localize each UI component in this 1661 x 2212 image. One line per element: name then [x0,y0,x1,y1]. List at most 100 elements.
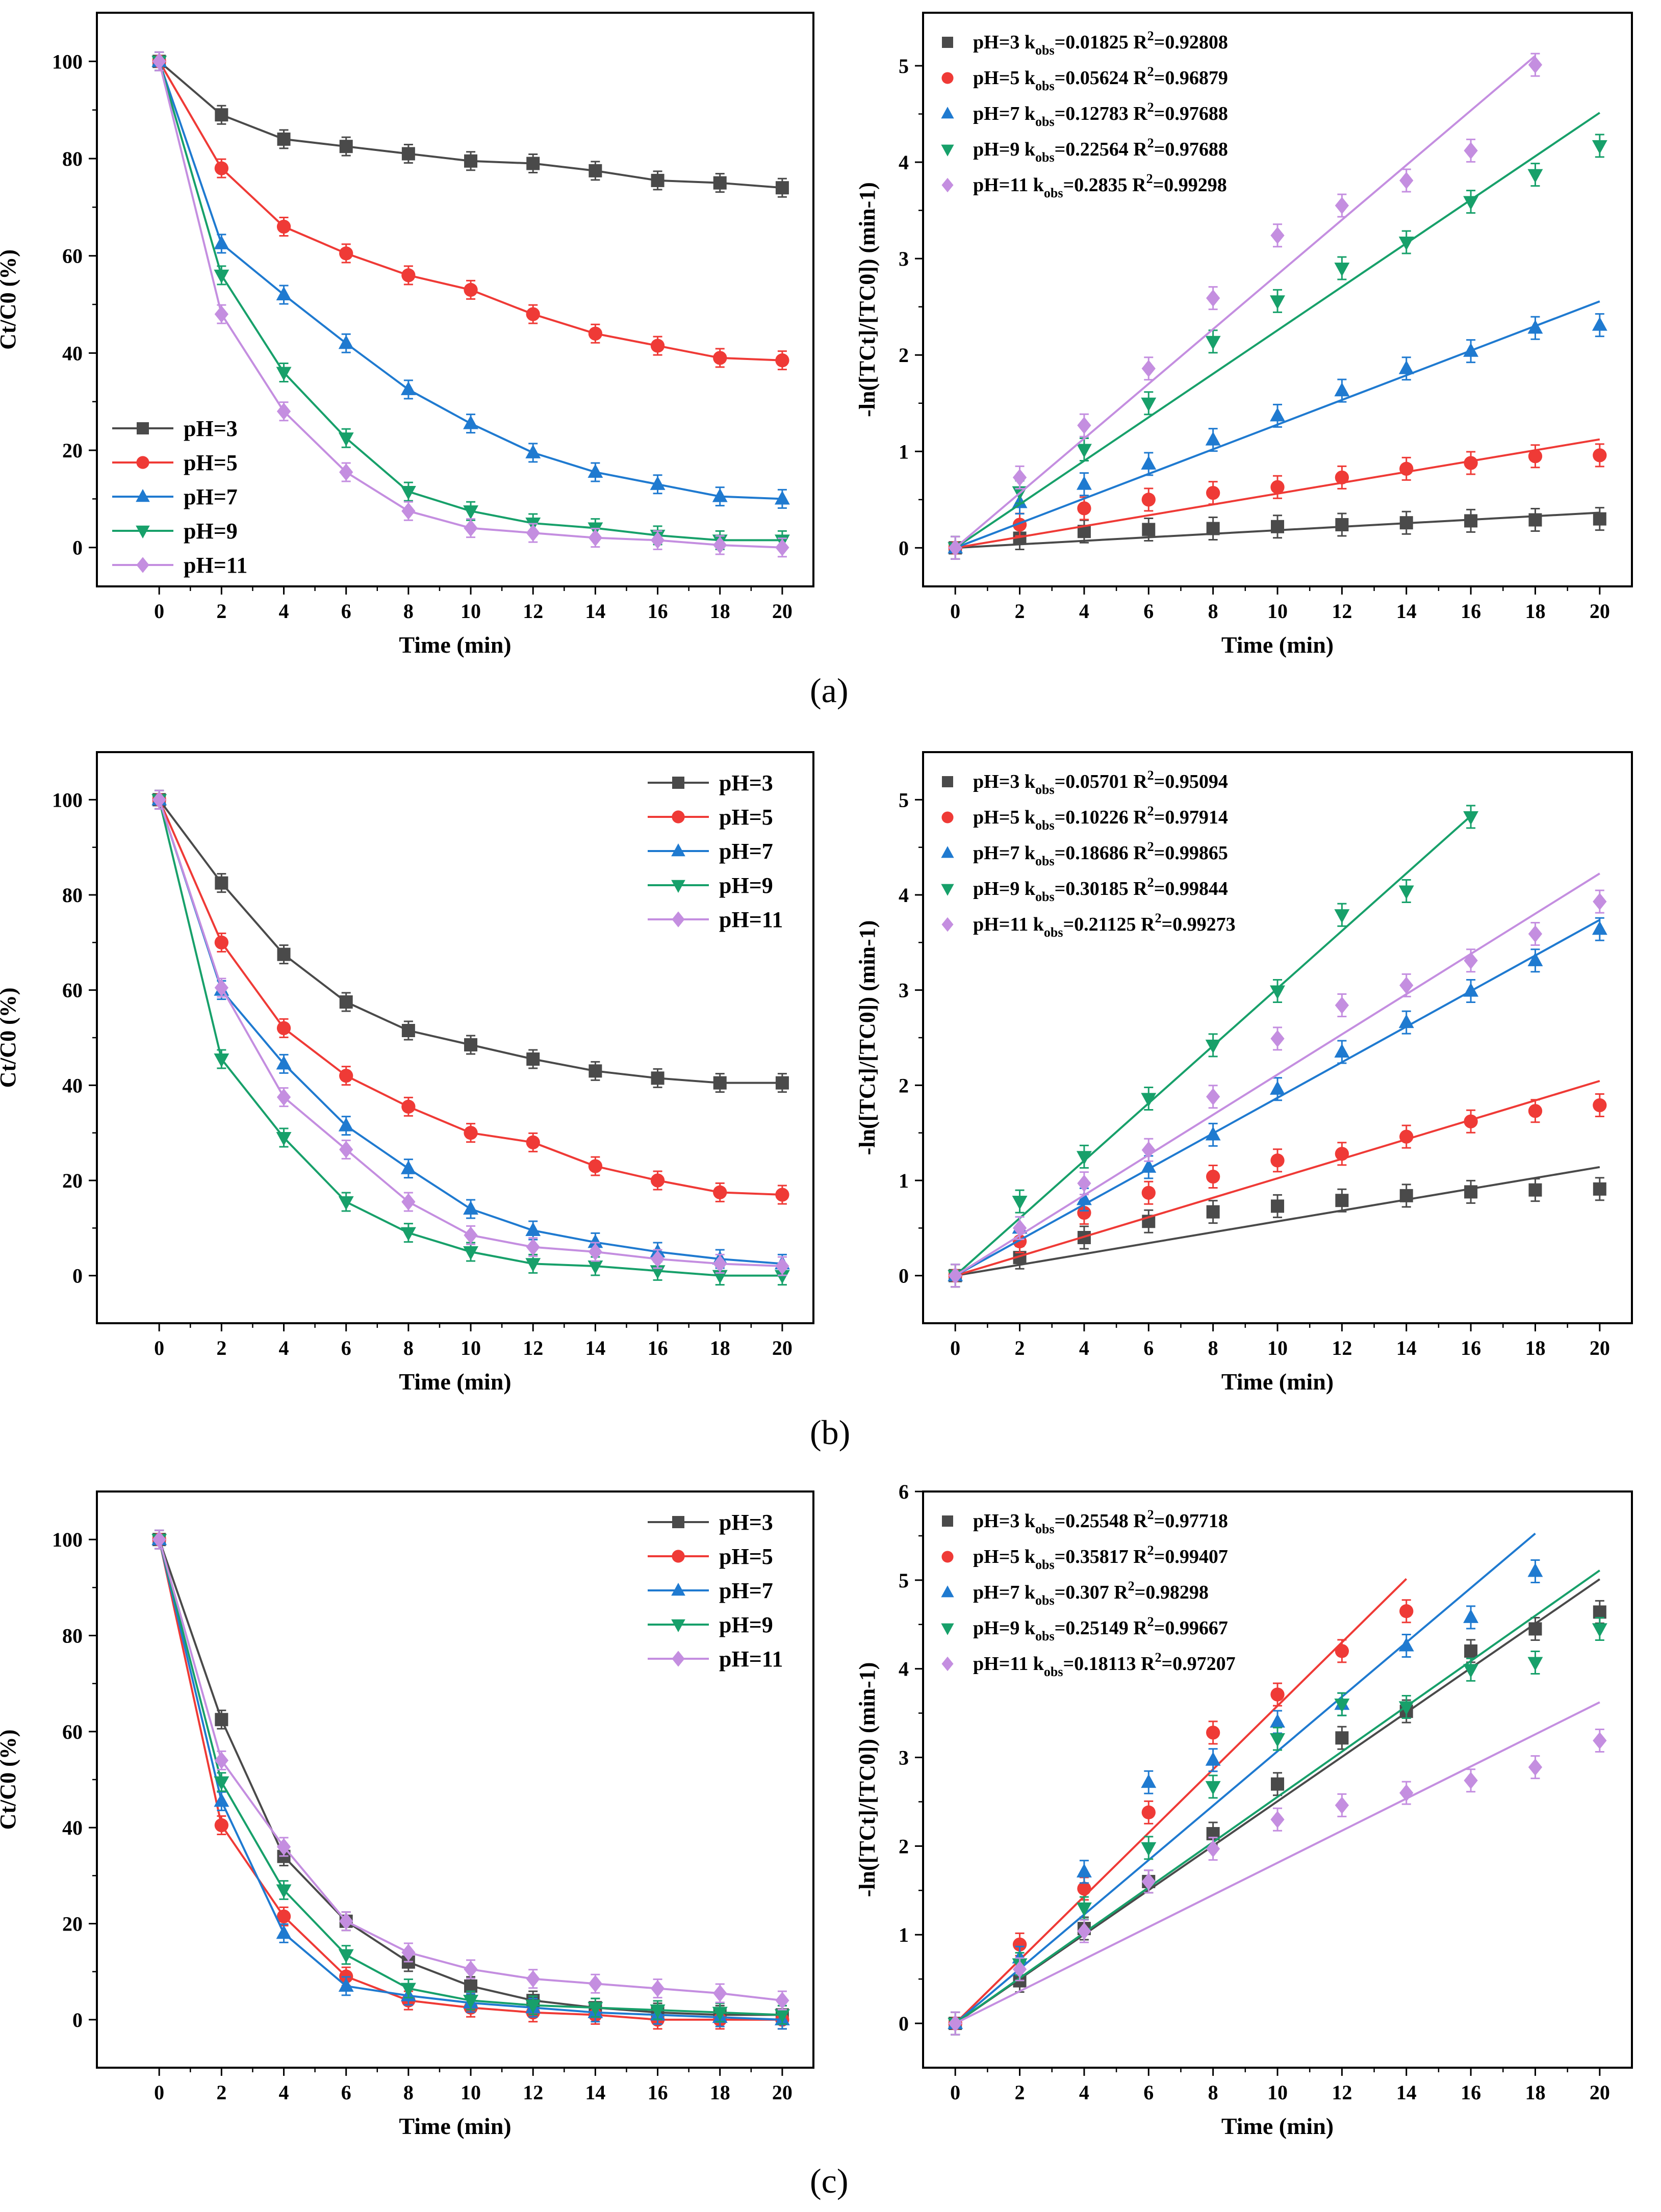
data-point [1463,983,1479,997]
data-point [1205,1781,1221,1795]
data-point [1463,343,1479,357]
data-point [1464,142,1478,160]
x-tick-label: 10 [1267,2081,1288,2104]
data-point [1270,1811,1285,1829]
data-point [152,1531,166,1549]
data-point [214,235,229,249]
data-point [775,1992,789,2010]
y-tick-label: 60 [62,979,83,1002]
data-point [775,181,789,195]
data-point [1335,470,1349,484]
data-point [1012,469,1027,486]
data-point [276,367,292,381]
x-tick-label: 4 [279,1336,289,1359]
panel-label-a: (a) [810,671,849,710]
data-point [338,1949,354,1963]
series-pH5 [152,51,789,371]
data-point [1077,1205,1091,1220]
y-tick-label: 60 [62,1720,83,1743]
legend-label: pH=11 [719,907,783,932]
legend-label: pH=3 [719,770,773,795]
legend-label: pH=5 [719,1544,773,1569]
legend-superscript: 2 [1155,1650,1161,1665]
x-tick-label: 4 [279,600,289,623]
data-point [650,1173,665,1188]
legend-label: pH=9 k [973,1617,1036,1639]
x-tick-label: 10 [461,2081,481,2104]
fit-line [954,1532,1536,2024]
x-tick-label: 10 [1267,1336,1288,1359]
legend-label: pH=5 k [973,67,1036,89]
legend-label: pH=5 kobs=0.05624 R2=0.96879 [973,64,1228,93]
data-point [214,1752,228,1769]
x-tick-label: 0 [154,2081,164,2104]
data-point [276,1909,291,1924]
series-line [158,1539,783,2002]
data-point [1463,196,1479,210]
data-point [1399,461,1414,476]
data-point [463,505,478,520]
data-point [1270,295,1285,310]
fit-line [955,1578,1600,2024]
data-point [401,1099,416,1114]
data-point [1270,407,1285,422]
legend-label: =0.12783 R [1055,103,1148,124]
legend-superscript: 2 [1147,804,1154,818]
series-line [158,799,782,1267]
legend-label: =0.01825 R [1055,32,1148,53]
legend-label: pH=9 [184,519,238,544]
x-tick-label: 16 [648,2081,668,2104]
data-point [1076,444,1092,458]
data-point [339,1069,353,1083]
legend-label: =0.99273 [1161,914,1235,935]
legend-superscript: 2 [1147,1543,1154,1558]
series-pH11 [948,872,1607,1288]
x-axis-title: Time (min) [1221,1369,1334,1395]
legend-label: pH=9 k [973,139,1036,160]
data-point [1271,520,1284,533]
x-tick-label: 14 [1396,600,1417,623]
series-line [158,1539,782,2021]
legend-subscript: obs [1035,889,1055,904]
data-point [587,1234,603,1248]
y-tick-label: 2 [899,1835,909,1858]
x-tick-label: 2 [216,1336,226,1359]
y-tick-label: 0 [899,536,909,559]
legend: pH=3 pH=5 pH=7 pH=9 pH=11 [112,416,247,578]
data-point [1593,1098,1607,1113]
data-point [401,1193,416,1211]
data-point [1141,1873,1156,1890]
legend-marker [941,1623,954,1635]
data-point [1398,1701,1414,1715]
y-tick-label: 1 [899,440,909,463]
data-point [1399,172,1414,189]
y-tick-label: 0 [899,2012,909,2035]
data-point [1527,1657,1543,1671]
legend-label: pH=11 kobs=0.2835 R2=0.99298 [973,171,1227,200]
data-point [1528,513,1542,527]
series-line [158,1539,782,2016]
y-tick-label: 1 [899,1169,909,1192]
legend-subscript: obs [1035,150,1055,165]
x-tick-label: 12 [1332,2081,1352,2104]
data-point [1334,1699,1350,1713]
legend-label: pH=5 k [973,807,1036,828]
x-tick-label: 0 [950,1336,960,1359]
legend-marker [941,811,954,824]
legend-marker [941,1585,954,1598]
data-point [339,1141,353,1159]
data-point [1206,1840,1220,1858]
legend-label: =0.97688 [1154,139,1228,160]
legend-label: pH=11 kobs=0.21125 R2=0.99273 [973,911,1236,940]
x-tick-label: 0 [950,600,960,623]
data-point [713,1185,727,1199]
legend-label: pH=7 kobs=0.18686 R2=0.99865 [973,839,1228,868]
series-pH9 [151,51,790,550]
legend-marker [941,107,954,119]
legend-label: =0.96879 [1154,67,1228,89]
y-axis-title: Ct/C0 (%) [0,988,20,1088]
data-point [463,1995,478,2009]
x-tick-label: 6 [341,2081,351,2104]
